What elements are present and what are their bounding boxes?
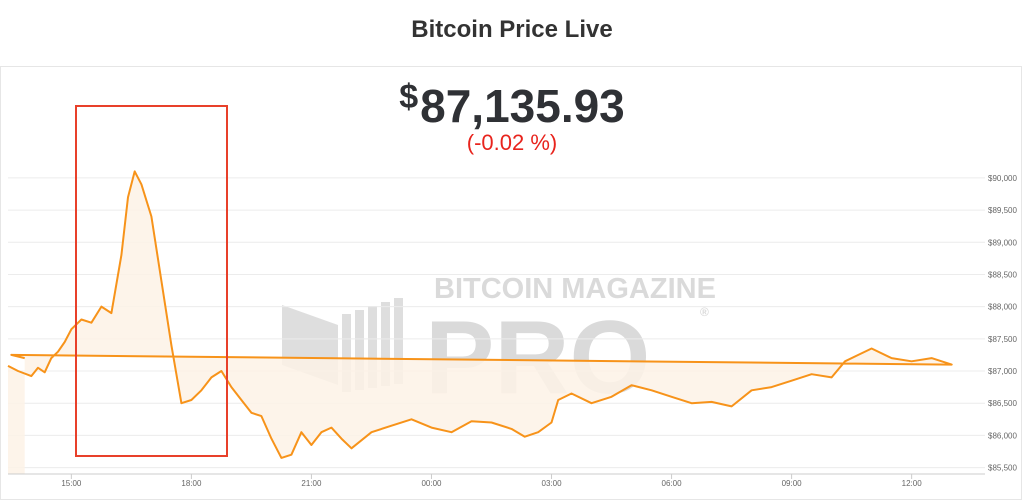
y-axis: $85,500 $86,000 $86,500 $87,000 $87,500 $88,0… <box>988 174 1017 473</box>
x-tick-label: 03:00 <box>542 479 563 488</box>
watermark-line1: BITCOIN MAGAZINE <box>434 273 716 305</box>
y-tick-label: $88,000 <box>988 303 1017 312</box>
x-tick-label: 06:00 <box>662 479 683 488</box>
y-tick-label: $90,000 <box>988 174 1017 183</box>
y-tick-label: $89,000 <box>988 238 1017 247</box>
x-axis: 15:00 18:00 21:00 00:00 03:00 06:00 09:00 12:00 <box>8 473 985 488</box>
watermark-registered-mark: ® <box>700 305 709 319</box>
chart-container <box>0 66 1022 500</box>
price-area-fill <box>8 171 952 474</box>
y-tick-label: $87,000 <box>988 367 1017 376</box>
x-tick-label: 09:00 <box>782 479 803 488</box>
y-tick-label: $86,000 <box>988 431 1017 440</box>
price-value: 87,135.93 <box>420 80 625 132</box>
price-change: (-0.02 %) <box>466 130 558 155</box>
x-tick-label: 18:00 <box>181 479 202 488</box>
x-tick-label: 00:00 <box>421 479 442 488</box>
x-tick-label: 12:00 <box>902 479 923 488</box>
y-tick-label: $85,500 <box>988 464 1017 473</box>
price-line[interactable] <box>7 170 953 459</box>
x-tick-label: 21:00 <box>301 479 322 488</box>
price-display: $87,135.93 <box>0 78 1024 133</box>
y-tick-label: $87,500 <box>988 335 1017 344</box>
x-tick-label: 15:00 <box>61 479 82 488</box>
page-title: Bitcoin Price Live <box>411 16 613 43</box>
highlight-box <box>75 105 228 457</box>
price-currency: $ <box>399 78 419 116</box>
y-tick-label: $86,500 <box>988 399 1017 408</box>
y-tick-label: $89,500 <box>988 206 1017 215</box>
y-tick-label: $88,500 <box>988 270 1017 279</box>
